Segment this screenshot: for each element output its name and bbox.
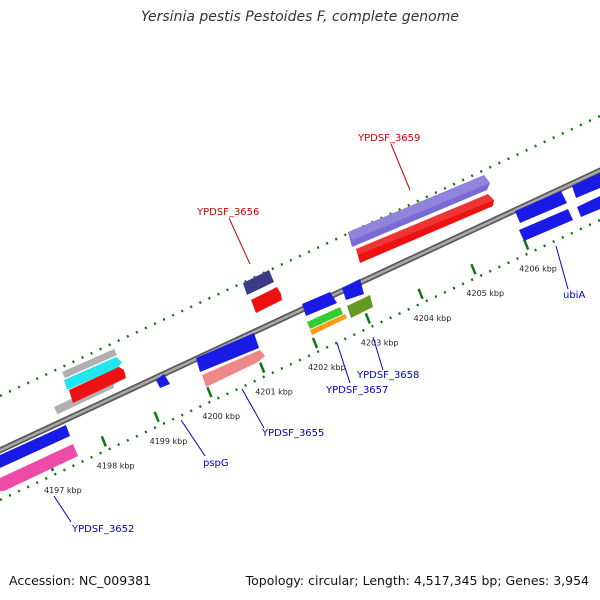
map-title: Yersinia pestis Pestoides F, complete ge…: [141, 9, 459, 25]
major-tick: [417, 288, 424, 300]
tick-label: 4202 kbp: [308, 363, 346, 372]
major-tick: [364, 312, 371, 324]
cds-purple-3659: [348, 175, 490, 247]
gene-label-ypdsf-3656: YPDSF_3656: [196, 207, 259, 218]
cds-cyan-feature: [64, 357, 122, 390]
tick-label-group: 4197 kbp 4198 kbp 4199 kbp 4200 kbp 4201 kbp…: [44, 265, 557, 495]
cds-blue-right-b: [577, 196, 600, 217]
cds-blue-mid: [196, 333, 259, 372]
major-tick: [470, 263, 477, 275]
cds-olive-feature: [347, 295, 373, 318]
cds-orange-feature: [310, 314, 347, 335]
cds-blue-ubia-b: [519, 209, 573, 241]
cds-pink-feature: [0, 444, 78, 491]
cds-green-feature: [307, 307, 343, 329]
cds-navy-feature: [243, 270, 274, 295]
tick-label: 4205 kbp: [466, 289, 504, 298]
outer-tick-track: [0, 114, 600, 398]
cds-red-left: [69, 367, 126, 403]
gene-label-ypdsf-3659: YPDSF_3659: [357, 133, 420, 144]
gene-label-pspg: pspG: [203, 458, 229, 469]
gene-label-group: YPDSF_3659 YPDSF_3656 YPDSF_3652 pspG YP…: [71, 133, 585, 535]
tick-label: 4204 kbp: [414, 314, 452, 323]
tick-label: 4206 kbp: [519, 265, 557, 274]
genome-backbone: [0, 167, 600, 454]
gene-label-ypdsf-3658: YPDSF_3658: [356, 370, 419, 381]
major-tick: [206, 386, 213, 398]
inner-tick-track: [0, 218, 600, 502]
major-tick: [153, 411, 160, 423]
tick-label: 4203 kbp: [361, 338, 399, 347]
cds-red-small: [251, 287, 282, 313]
major-tick-marks: [47, 239, 530, 472]
cds-small-blue: [156, 374, 170, 388]
tick-label: 4198 kbp: [97, 461, 135, 470]
tick-label: 4199 kbp: [150, 437, 188, 446]
accession-text: Accession: NC_009381: [9, 573, 152, 588]
cds-blue-ubia-a: [515, 191, 567, 223]
cds-blue-far-left: [0, 425, 70, 468]
cds-red-3659: [356, 194, 494, 263]
major-tick: [100, 435, 107, 447]
genome-summary-text: Topology: circular; Length: 4,517,345 bp…: [245, 573, 589, 588]
gene-label-ypdsf-3652: YPDSF_3652: [71, 524, 134, 535]
tick-label: 4200 kbp: [202, 412, 240, 421]
gene-label-ubia: ubiA: [563, 290, 585, 301]
cds-blue-small-b: [342, 279, 364, 300]
tick-label: 4197 kbp: [44, 486, 82, 495]
cds-gray-feature: [62, 349, 117, 378]
gene-features: [0, 173, 600, 491]
major-tick: [259, 362, 266, 374]
tick-label: 4201 kbp: [255, 388, 293, 397]
callout-lines: [53, 143, 569, 523]
cds-salmon-feature: [202, 350, 265, 387]
gene-label-ypdsf-3655: YPDSF_3655: [261, 428, 324, 439]
gene-label-ypdsf-3657: YPDSF_3657: [325, 385, 388, 396]
cds-blue-3657: [302, 292, 337, 316]
major-tick: [523, 239, 530, 251]
cds-blue-right-a: [572, 173, 600, 198]
major-tick: [311, 337, 319, 349]
